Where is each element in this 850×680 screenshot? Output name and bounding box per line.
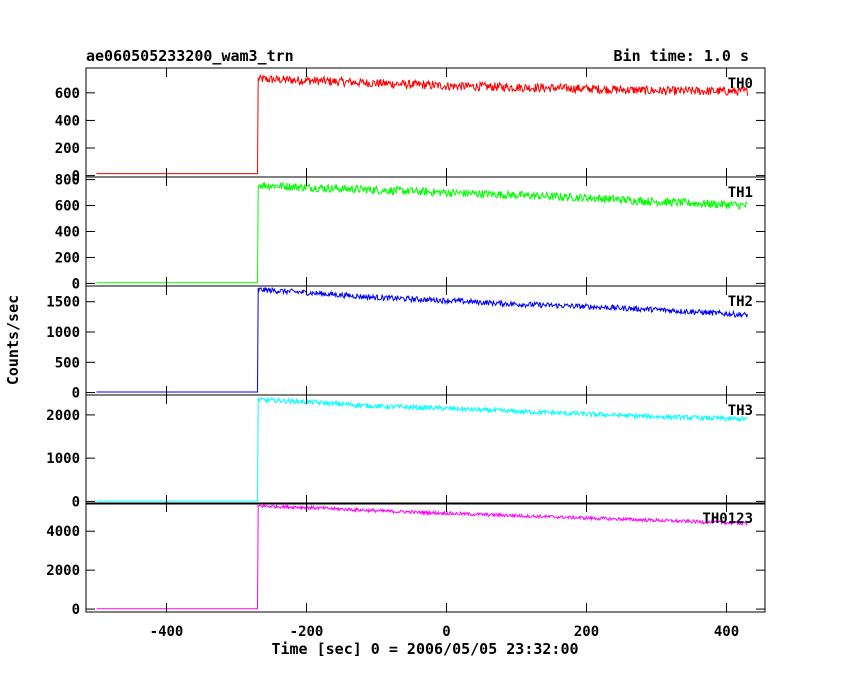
panel-label: TH0123 (702, 511, 753, 527)
panel-th2: 0 500 1000 1500 TH2 (46, 285, 766, 402)
y-tick-label: 1000 (46, 325, 80, 341)
panel-frame (85, 394, 766, 505)
panel-frame (85, 285, 766, 396)
x-axis-label: Time [sec] 0 = 2006/05/05 23:32:00 (271, 640, 578, 658)
series-line-th2 (96, 286, 748, 393)
panel-label: TH1 (728, 185, 753, 201)
panels-group: 0 200 400 600 TH0 0 200 400 600 800 TH1 0 500 1000 150… (46, 67, 766, 640)
panel-frame (85, 502, 766, 613)
x-tick-label: 400 (714, 624, 739, 640)
y-tick-label: 1500 (46, 295, 80, 311)
series-line-th0123 (96, 503, 748, 610)
y-tick-label: 2000 (46, 408, 80, 424)
y-tick-label: 800 (55, 173, 80, 189)
y-tick-label: 600 (55, 86, 80, 102)
x-tick-label: 200 (574, 624, 599, 640)
x-tick-label: -400 (150, 624, 184, 640)
panel-label: TH2 (728, 294, 753, 310)
panel-th1: 0 200 400 600 800 TH1 (55, 173, 766, 292)
panel-th3: 0 1000 2000 TH3 (46, 394, 766, 510)
chart-title: ae060505233200_wam3_trn (86, 47, 294, 65)
y-tick-label: 400 (55, 113, 80, 129)
y-tick-label: 500 (55, 355, 80, 371)
panel-th0123: 0 2000 4000 TH0123 -400 -200 0 200 400 (46, 502, 766, 640)
series-line-th3 (96, 396, 748, 502)
y-tick-label: 600 (55, 199, 80, 215)
y-tick-label: 2000 (46, 563, 80, 579)
bin-time-label: Bin time: 1.0 s (614, 47, 749, 65)
y-tick-label: 200 (55, 141, 80, 157)
y-tick-label: 0 (72, 602, 80, 618)
y-tick-label: 0 (72, 276, 80, 292)
x-tick-label: 0 (442, 624, 450, 640)
y-tick-label: 1000 (46, 451, 80, 467)
y-axis-label: Counts/sec (4, 295, 22, 385)
y-tick-label: 0 (72, 494, 80, 510)
y-tick-label: 4000 (46, 524, 80, 540)
y-tick-label: 0 (72, 169, 80, 185)
panel-label: TH3 (728, 403, 753, 419)
series-line-th1 (96, 182, 748, 284)
y-tick-label: 200 (55, 250, 80, 266)
panel-th0: 0 200 400 600 TH0 (55, 67, 766, 185)
panel-label: TH0 (728, 76, 753, 92)
x-tick-label: -200 (290, 624, 324, 640)
series-line-th0 (96, 73, 748, 175)
y-tick-label: 0 (72, 386, 80, 402)
y-tick-label: 400 (55, 225, 80, 241)
